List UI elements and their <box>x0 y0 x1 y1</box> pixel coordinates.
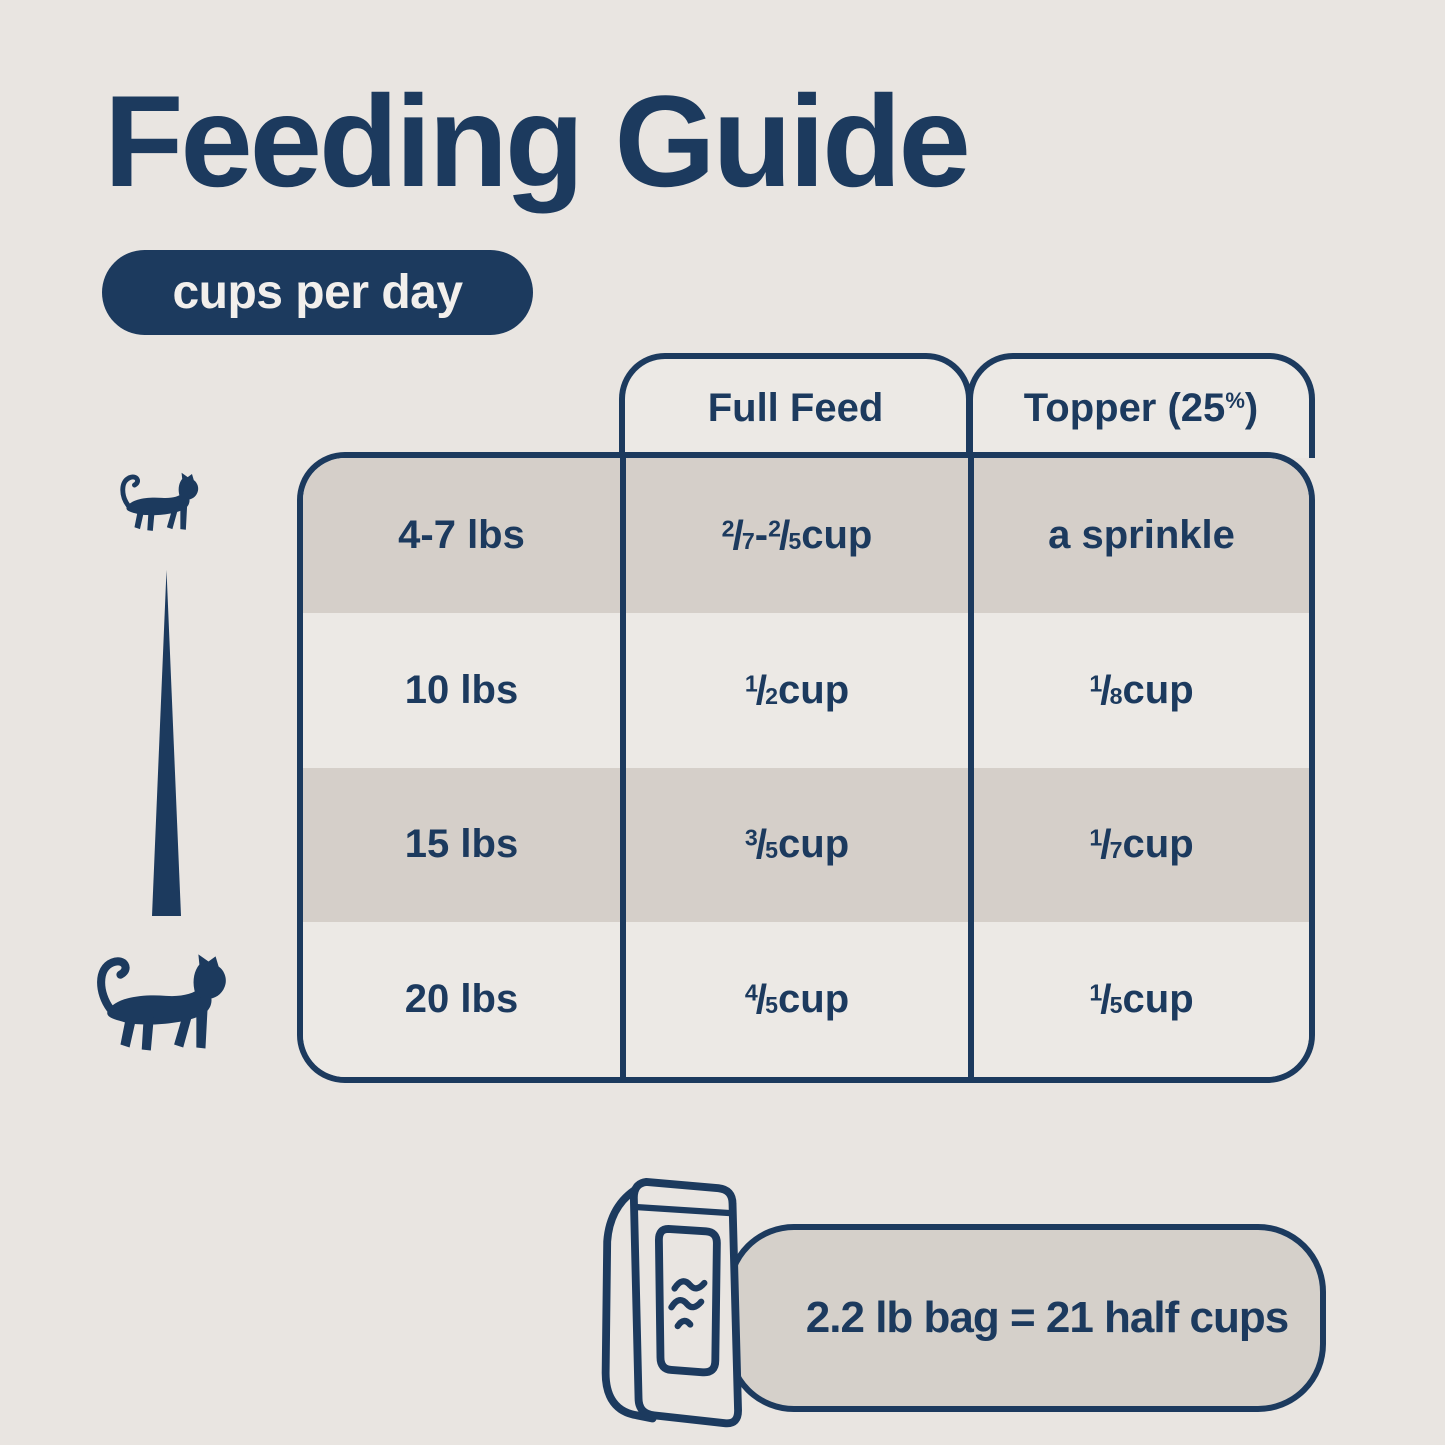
kibble-bag-icon <box>601 1178 742 1428</box>
topper-cell: a sprinkle <box>968 458 1309 613</box>
full-feed-cell: 4/5 cup <box>620 922 968 1077</box>
topper-cell: 1/8 cup <box>968 612 1309 768</box>
table-row: 10 lbs 1/2 cup 1/8 cup <box>303 612 1309 768</box>
weight-cell: 15 lbs <box>404 822 519 867</box>
table-row: 4-7 lbs 2/7 - 2/5 cup a sprinkle <box>303 458 1309 613</box>
weight-cell: 20 lbs <box>404 977 519 1022</box>
feeding-table: Full Feed Topper (25%) 4-7 lbs 2/7 - 2/5 … <box>297 353 1315 1083</box>
bag-note-pill: 2.2 lb bag = 21 half cups <box>726 1224 1326 1412</box>
weight-scale-taper-icon <box>152 570 181 916</box>
topper-cell: 1/7 cup <box>968 767 1309 923</box>
topper-cell: 1/5 cup <box>968 922 1309 1077</box>
full-feed-cell: 1/2 cup <box>620 612 968 768</box>
table-body: 4-7 lbs 2/7 - 2/5 cup a sprinkle 10 lbs 1/2 … <box>297 452 1315 1083</box>
table-row: 15 lbs 3/5 cup 1/7 cup <box>303 767 1309 923</box>
table-row: 20 lbs 4/5 cup 1/5 cup <box>303 922 1309 1077</box>
weight-cell: 10 lbs <box>404 667 519 712</box>
column-label-full-feed: Full Feed <box>707 386 884 430</box>
column-label-topper: Topper (25%) <box>1023 386 1259 430</box>
bag-note-text: 2.2 lb bag = 21 half cups <box>805 1293 1289 1342</box>
small-cat-icon <box>110 470 214 538</box>
page-title: Feeding Guide <box>104 68 971 214</box>
wave-logo-icon <box>668 1278 708 1330</box>
column-tab-topper: Topper (25%) <box>967 353 1315 458</box>
full-feed-cell: 3/5 cup <box>620 767 968 923</box>
full-feed-cell: 2/7 - 2/5 cup <box>620 458 968 613</box>
column-tab-full-feed: Full Feed <box>619 353 972 458</box>
large-cat-icon <box>80 950 252 1062</box>
cups-per-day-label: cups per day <box>172 266 463 319</box>
weight-cell: 4-7 lbs <box>398 512 525 557</box>
cups-per-day-badge: cups per day <box>102 250 533 335</box>
